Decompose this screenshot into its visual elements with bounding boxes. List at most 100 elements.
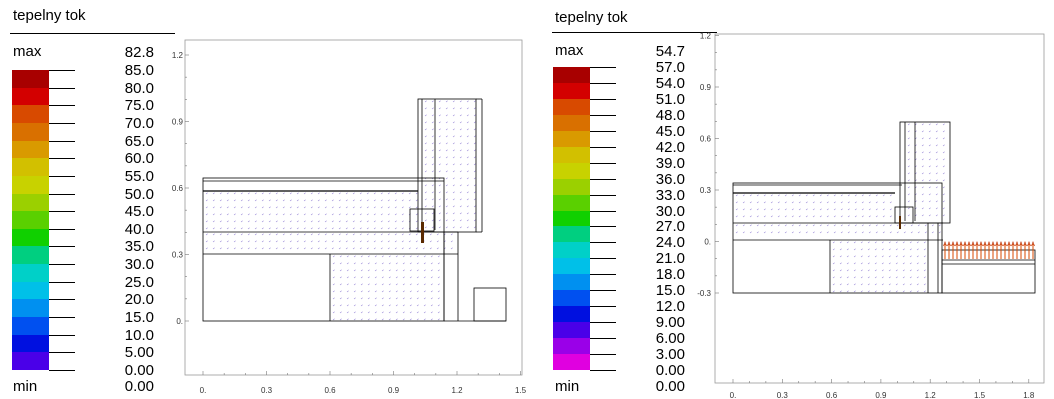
panel-title: tepelny tok [555,9,628,26]
flux-vector [416,255,419,258]
flux-vector [860,283,863,286]
flux-vector [770,215,773,218]
flux-vector [402,311,405,314]
flux-vector [466,198,469,201]
flux-vector [247,206,250,209]
flux-vector [942,179,945,182]
legend-color-band [553,338,590,355]
flux-vector [282,227,285,230]
legend-value: 27.0 [655,218,685,236]
flux-vector [408,233,411,236]
flux-vector [907,193,910,196]
flux-vector [395,269,398,272]
flux-vector [466,205,469,208]
flux-vector [459,219,462,222]
flux-arrowhead [959,241,963,247]
flux-vector [921,179,924,182]
flux-vector [408,240,411,243]
flux-vector [854,224,857,227]
flux-vector [424,100,427,103]
flux-vector [205,213,208,216]
flux-vector [459,163,462,166]
flux-vector [388,255,391,258]
flux-vector [438,128,441,131]
flux-vector [395,297,398,300]
flux-vector [424,135,427,138]
flux-vector [882,194,885,197]
flux-vector [847,194,850,197]
legend-tick [49,246,75,248]
flux-vector [875,215,878,218]
flux-vector [452,114,455,117]
flux-vector [339,269,342,272]
flux-vector [394,206,397,209]
flux-vector [395,304,398,307]
flux-vector [366,227,369,230]
flux-vector [452,128,455,131]
flux-vector [247,233,250,236]
flux-vector [907,200,910,203]
flux-vector [935,179,938,182]
flux-vector [338,240,341,243]
flux-vector [367,311,370,314]
flux-vector [324,206,327,209]
flux-vector [832,262,835,265]
flux-vector [296,213,299,216]
x-tick-label: 0.9 [875,391,887,399]
flux-vector [296,220,299,223]
flux-vector [450,247,453,250]
flux-vector [763,215,766,218]
flux-vector [466,135,469,138]
flux-vector [777,194,780,197]
flux-vector [254,220,257,223]
legend-tick [590,354,616,356]
flux-vector [373,233,376,236]
flux-vector [459,107,462,110]
legend-value: 65.0 [124,132,154,150]
flux-vector [881,290,884,293]
flux-vector [805,194,808,197]
flux-vector [381,304,384,307]
flux-vector [466,191,469,194]
flux-vector [437,290,440,293]
flux-vector [916,248,919,251]
flux-vector [437,304,440,307]
flux-arrowhead [999,241,1003,247]
flux-vector [438,170,441,173]
flux-vector [226,199,229,202]
flux-vector [875,224,878,227]
flux-vector [445,163,448,166]
flux-vector [935,158,938,161]
flux-vector [332,283,335,286]
flux-vector [380,240,383,243]
flux-vector [431,128,434,131]
flux-vector [219,247,222,250]
axis-ticks: 0. 0.3 0.6 0.9 1.2 1.5 0. 0.3 0.6 0.9 1.2 [172,51,527,395]
flux-vector [466,212,469,215]
flux-vector [409,290,412,293]
flux-vector [360,290,363,293]
flux-vector [352,213,355,216]
flux-vector [374,269,377,272]
flux-vector [902,276,905,279]
flux-vector [367,290,370,293]
flux-vector [784,208,787,211]
flux-vector [860,248,863,251]
flux-vector [888,276,891,279]
heat-flux-plot: 0.0.30.60.91.21.51.8-0.30.0.30.60.91.21.… [697,32,1045,399]
flux-vector [459,128,462,131]
flux-vector [438,107,441,110]
flux-vector [424,219,427,222]
flux-vector [296,240,299,243]
flux-vector [282,199,285,202]
flux-vector [359,240,362,243]
flux-vector [923,290,926,293]
flux-vector [777,201,780,204]
flux-arrowhead [1011,241,1015,247]
legend-value: 33.0 [655,186,685,204]
flux-vector [381,255,384,258]
flux-vector [353,297,356,300]
construction-geometry [202,98,507,322]
flux-vector [466,107,469,110]
flux-vector [756,231,759,234]
